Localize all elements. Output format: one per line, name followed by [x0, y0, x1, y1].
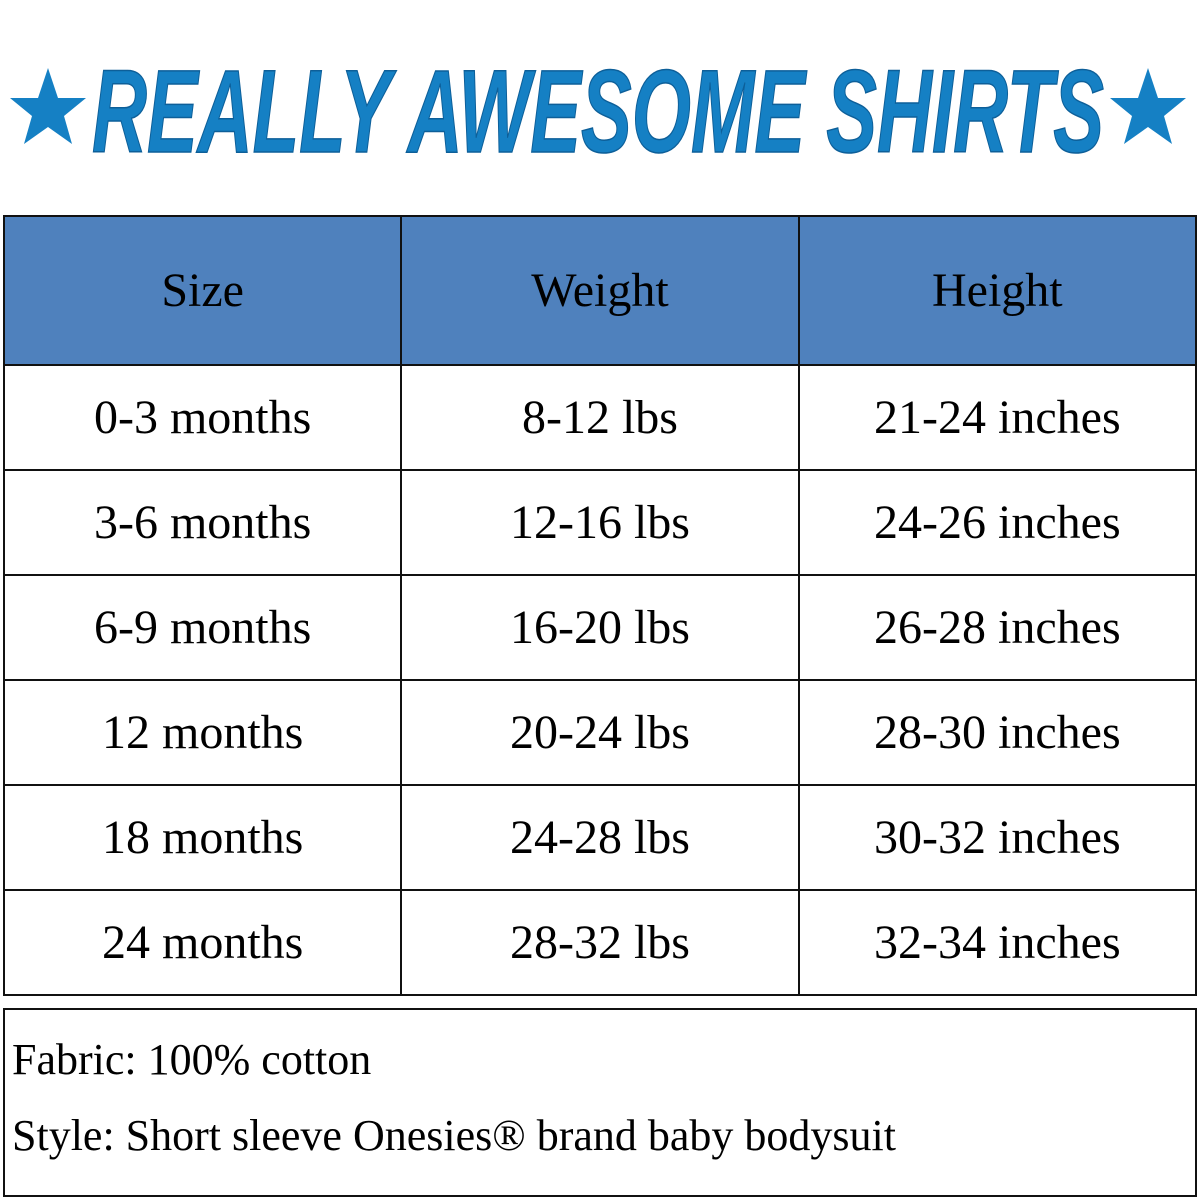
size-cell: 0-3 months [2, 364, 403, 471]
table-row: 0-3 months 8-12 lbs 21-24 inches [2, 364, 1198, 471]
weight-cell: 16-20 lbs [400, 574, 800, 681]
height-cell: 30-32 inches [797, 784, 1198, 891]
style-text: Style: Short sleeve Onesies® brand baby … [12, 1111, 896, 1160]
star-icon [1110, 68, 1186, 144]
size-chart-table: Size Weight Height 0-3 months 8-12 lbs 21-… [2, 215, 1198, 996]
height-cell: 32-34 inches [797, 889, 1198, 996]
weight-cell: 8-12 lbs [400, 364, 800, 471]
star-icon [10, 68, 86, 144]
size-cell: 24 months [2, 889, 403, 996]
weight-cell: 24-28 lbs [400, 784, 800, 891]
table-row: 18 months 24-28 lbs 30-32 inches [2, 784, 1198, 891]
table-row: 6-9 months 16-20 lbs 26-28 inches [2, 574, 1198, 681]
weight-cell: 20-24 lbs [400, 679, 800, 786]
height-cell: 26-28 inches [797, 574, 1198, 681]
table-row: 3-6 months 12-16 lbs 24-26 inches [2, 469, 1198, 576]
size-cell: 18 months [2, 784, 403, 891]
product-details: Fabric: 100% cotton Style: Short sleeve … [3, 1008, 1197, 1197]
size-cell: 12 months [2, 679, 403, 786]
height-cell: 24-26 inches [797, 469, 1198, 576]
size-cell: 3-6 months [2, 469, 403, 576]
table-row: 12 months 20-24 lbs 28-30 inches [2, 679, 1198, 786]
size-cell: 6-9 months [2, 574, 403, 681]
table-header-row: Size Weight Height [2, 215, 1198, 366]
header-size: Size [2, 215, 403, 366]
height-cell: 21-24 inches [797, 364, 1198, 471]
header-weight: Weight [400, 215, 800, 366]
height-cell: 28-30 inches [797, 679, 1198, 786]
fabric-text: Fabric: 100% cotton [12, 1035, 372, 1084]
weight-cell: 12-16 lbs [400, 469, 800, 576]
title-banner: REALLY AWESOME SHIRTS [10, 45, 1186, 179]
table-row: 24 months 28-32 lbs 32-34 inches [2, 889, 1198, 996]
weight-cell: 28-32 lbs [400, 889, 800, 996]
header-height: Height [797, 215, 1198, 366]
brand-title: REALLY AWESOME SHIRTS [92, 46, 1104, 178]
